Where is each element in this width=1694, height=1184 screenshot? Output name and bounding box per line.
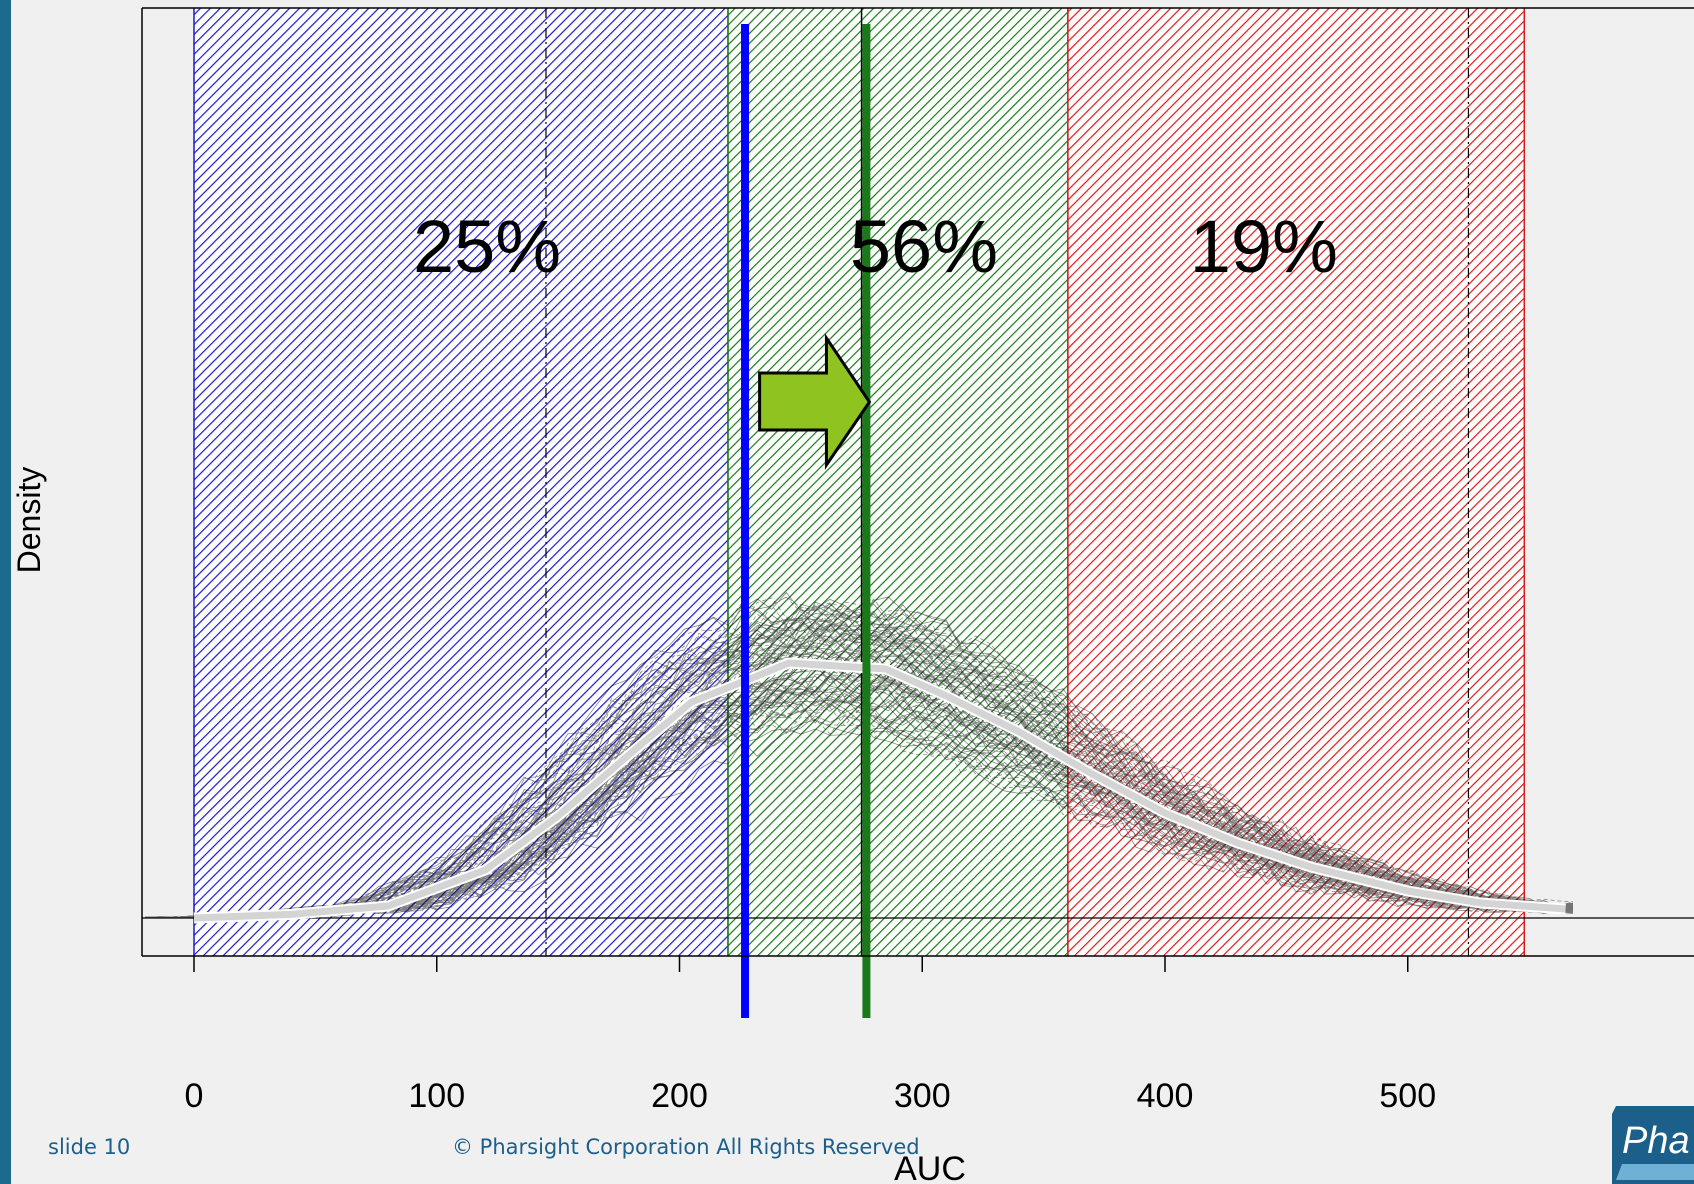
shift-arrow [758, 333, 872, 470]
slide-number: slide 10 [48, 1135, 131, 1159]
replicate-curve-59 [145, 603, 1573, 919]
region-layer [193, 8, 1526, 956]
replicate-curve-75 [145, 703, 1573, 919]
left-accent-bar [0, 0, 11, 1184]
replicate-curve-89 [145, 649, 1573, 919]
x-tick-label-300: 300 [894, 1077, 951, 1115]
replicate-curve-50 [145, 682, 1573, 919]
copyright-notice: © Pharsight Corporation All Rights Reser… [452, 1135, 920, 1159]
region-1 [728, 8, 1068, 956]
x-tick-label-100: 100 [408, 1077, 465, 1115]
region-percent-label-2: 19% [1190, 205, 1338, 288]
x-tick-label-500: 500 [1379, 1077, 1436, 1115]
x-tick-label-400: 400 [1137, 1077, 1194, 1115]
axis-layer: 0 100 200 300 400 500 AUC Density [11, 7, 1694, 1184]
label-layer: 25% 56% 19% [413, 205, 1338, 288]
x-axis-label: AUC [894, 1150, 966, 1184]
pharsight-logo: Pha [1612, 1106, 1694, 1184]
y-axis-label: Density [11, 467, 47, 574]
marker-layer [741, 24, 872, 1018]
svg-text:Pha: Pha [1622, 1120, 1690, 1162]
region-percent-label-1: 56% [850, 205, 998, 288]
x-tick-label-200: 200 [651, 1077, 708, 1115]
region-0 [194, 8, 729, 956]
mean-density-curve [193, 659, 1566, 922]
curve-layer [142, 592, 1694, 924]
region-percent-label-0: 25% [413, 205, 561, 288]
x-tick-label-0: 0 [185, 1077, 204, 1115]
replicate-curve-42 [145, 694, 1573, 919]
